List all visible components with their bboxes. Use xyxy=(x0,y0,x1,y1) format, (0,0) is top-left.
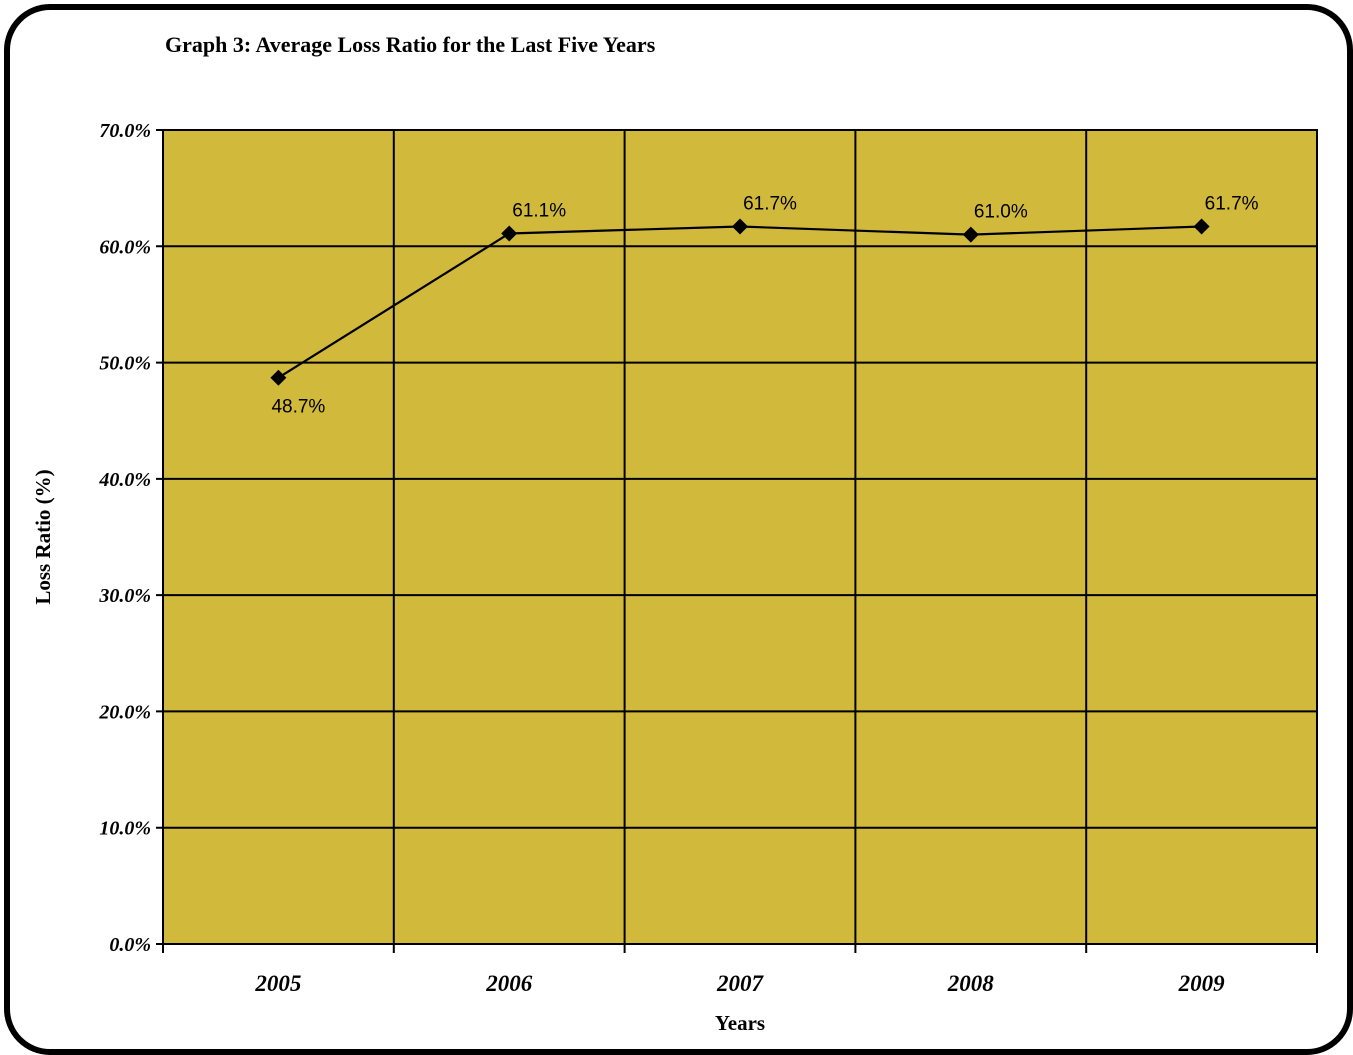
data-point-marker xyxy=(732,218,748,235)
x-axis-label: Years xyxy=(715,1011,765,1035)
series-loss-ratio: 48.7% 61.1% 61.7% 61.0% 61.7% xyxy=(270,194,1259,418)
y-tick-label: 70.0% xyxy=(99,120,151,142)
y-axis-label: Loss Ratio (%) xyxy=(31,469,55,604)
data-label: 61.0% xyxy=(974,202,1028,223)
plot-area xyxy=(162,129,1318,945)
y-tick-label: 10.0% xyxy=(99,818,151,840)
x-tick-label: 2008 xyxy=(947,971,995,996)
y-tick-label: 50.0% xyxy=(99,353,151,375)
data-point-marker xyxy=(962,226,979,243)
axis-ticks: 0.0% 10.0% 20.0% 30.0% 40.0% 50.0% 60.0% 70.0% 2… xyxy=(98,120,1225,996)
x-tick-label: 2007 xyxy=(716,971,765,996)
data-label: 48.7% xyxy=(271,397,325,418)
grid-lines xyxy=(156,129,1318,953)
data-point-marker xyxy=(501,225,518,242)
y-tick-label: 20.0% xyxy=(98,701,151,723)
x-tick-label: 2005 xyxy=(254,971,301,996)
data-label: 61.7% xyxy=(1205,194,1259,215)
y-tick-label: 60.0% xyxy=(99,236,151,258)
y-tick-label: 30.0% xyxy=(98,585,151,607)
x-tick-label: 2009 xyxy=(1178,971,1226,996)
x-tick-label: 2006 xyxy=(485,971,533,996)
data-label: 61.1% xyxy=(512,200,566,221)
chart-title: Graph 3: Average Loss Ratio for the Last… xyxy=(165,32,656,57)
y-tick-label: 40.0% xyxy=(98,469,151,491)
y-tick-label: 0.0% xyxy=(109,934,151,956)
data-label: 61.7% xyxy=(743,194,797,215)
data-point-marker xyxy=(270,369,287,386)
data-point-marker xyxy=(1193,218,1210,235)
